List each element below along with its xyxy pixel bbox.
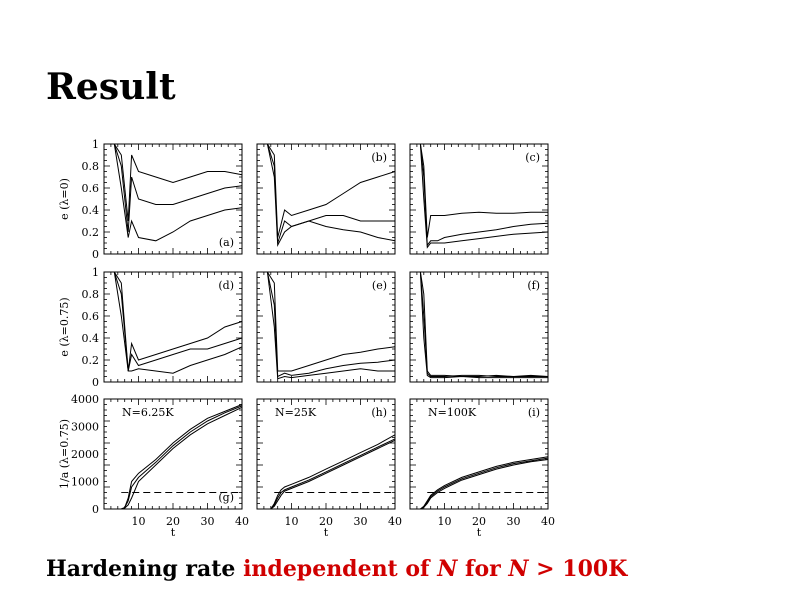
x-tick-label: 30 [201,515,215,528]
panel-label: (c) [525,151,540,164]
x-tick-label: 20 [319,515,333,528]
series-line [113,143,243,233]
x-tick-label: 10 [285,515,299,528]
series-line [266,143,396,248]
x-tick-label: 30 [354,515,368,528]
x-axis-label: t [477,526,482,539]
panel-title: N=100K [428,406,477,419]
y-tick-label: 0 [92,376,99,389]
y-tick-label: 3000 [71,421,99,434]
y-tick-label: 4000 [71,393,99,406]
series-line [266,271,395,380]
series-line [410,459,549,510]
series-line [266,271,396,372]
y-tick-label: 1000 [71,476,99,489]
y-tick-label: 0.8 [82,288,100,301]
series-line [410,456,549,510]
y-tick-label: 1 [92,138,99,151]
panel-label: (f) [527,279,540,292]
y-axis-label: 1/a (λ=0.75) [58,419,71,489]
y-tick-label: 0 [92,503,99,516]
panel-label: (i) [528,406,540,419]
y-tick-label: 0.4 [82,332,100,345]
panel-label: (g) [218,491,234,504]
x-tick-label: 40 [235,515,249,528]
y-tick-label: 0 [92,248,99,261]
caption-part3: for [464,556,501,582]
y-tick-label: 0.8 [82,160,100,173]
series-line [419,143,549,249]
caption-var1: N [437,556,458,582]
slide-title: Result [46,66,176,108]
y-tick-label: 0.2 [82,354,100,367]
x-axis-label: t [171,526,176,539]
series-line [419,271,549,377]
panel-label: (a) [219,236,234,249]
y-tick-label: 0.6 [82,182,100,195]
x-tick-label: 40 [541,515,555,528]
y-axis-label: e (λ=0.75) [58,297,71,356]
x-tick-label: 40 [388,515,402,528]
series-line [410,457,549,510]
series-line [113,271,243,372]
y-tick-label: 2000 [71,448,99,461]
y-axis-label: e (λ=0) [58,178,71,220]
panel-title: N=25K [275,406,317,419]
panel-label: (d) [218,279,234,292]
series-line [257,434,396,510]
x-tick-label: 30 [507,515,521,528]
series-line [419,271,548,379]
caption-op: > [536,556,555,582]
x-axis-label: t [324,526,329,539]
caption: Hardening rate independent of N for N > … [46,556,627,582]
caption-part1: Hardening rate [46,556,236,582]
panel-label: (b) [371,151,387,164]
series-line [104,406,243,510]
y-tick-label: 0.6 [82,310,100,323]
x-tick-label: 10 [132,515,146,528]
series-line [113,271,243,374]
caption-part2: independent of [243,556,430,582]
caption-var2: N [508,556,529,582]
x-tick-label: 10 [438,515,452,528]
series-line [257,438,396,510]
panel-label: (e) [372,279,387,292]
caption-value: 100K [562,556,628,582]
series-line [257,439,396,510]
series-line [113,143,243,222]
panel-title: N=6.25K [122,406,174,419]
y-tick-label: 1 [92,266,99,279]
series-line [266,271,396,378]
y-tick-label: 0.2 [82,226,100,239]
panel-label: (h) [371,406,387,419]
y-tick-label: 0.4 [82,204,100,217]
series-line [113,143,243,242]
x-tick-label: 20 [472,515,486,528]
x-tick-label: 20 [166,515,180,528]
